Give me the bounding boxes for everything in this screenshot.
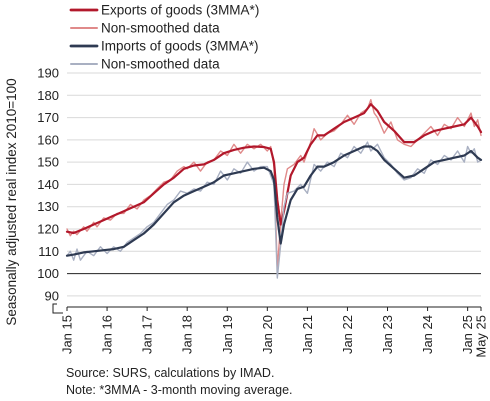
x-tick-label: Jan 25 — [460, 315, 475, 354]
y-tick-label: 180 — [37, 88, 59, 103]
y-tick-label: 120 — [37, 222, 59, 237]
x-tick-label: Jan 24 — [420, 315, 435, 354]
series-line — [65, 103, 483, 235]
y-tick-label: 190 — [37, 66, 59, 81]
legend-label: Imports of goods (3MMA*) — [101, 39, 259, 54]
x-tick-label: Jan 20 — [260, 315, 275, 354]
x-tick-label: Jan 22 — [340, 315, 355, 354]
axis-break-mark — [52, 303, 63, 314]
y-axis: 90 100 110 120 130 140 150 160 170 180 190 — [37, 66, 63, 314]
y-tick-label: 160 — [37, 132, 59, 147]
legend-label: Non-smoothed data — [101, 21, 220, 36]
y-tick-label: 150 — [37, 155, 59, 170]
x-tick-label: Jan 16 — [100, 315, 115, 354]
x-tick-label: Jan 15 — [60, 315, 75, 354]
series-line — [66, 141, 482, 279]
x-tick-label: May 25 — [474, 315, 489, 358]
x-tick-label: Jan 23 — [380, 315, 395, 354]
x-axis: Jan 15 Jan 16 Jan 17 Jan 18 Jan 19 Jan 20 Jan … — [60, 306, 489, 358]
series-lines — [65, 98, 483, 279]
legend-label: Exports of goods (3MMA*) — [101, 3, 259, 18]
y-tick-label: 90 — [45, 288, 59, 303]
legend: Exports of goods (3MMA*) Non-smoothed dat… — [69, 3, 259, 72]
series-line — [65, 145, 483, 257]
x-tick-label: Jan 21 — [300, 315, 315, 354]
x-tick-label: Jan 19 — [220, 315, 235, 354]
y-tick-label: 170 — [37, 110, 59, 125]
y-tick-label: 100 — [37, 266, 59, 281]
y-axis-label: Seasonally adjusted real index 2010=100 — [4, 78, 19, 325]
footnote: Note: *3MMA - 3-month moving average. — [66, 383, 293, 397]
legend-label: Non-smoothed data — [101, 57, 220, 72]
y-tick-label: 130 — [37, 199, 59, 214]
x-tick-label: Jan 17 — [140, 315, 155, 354]
source-note: Source: SURS, calculations by IMAD. — [66, 366, 275, 380]
y-tick-label: 140 — [37, 177, 59, 192]
x-tick-label: Jan 18 — [180, 315, 195, 354]
y-tick-label: 110 — [38, 244, 59, 259]
